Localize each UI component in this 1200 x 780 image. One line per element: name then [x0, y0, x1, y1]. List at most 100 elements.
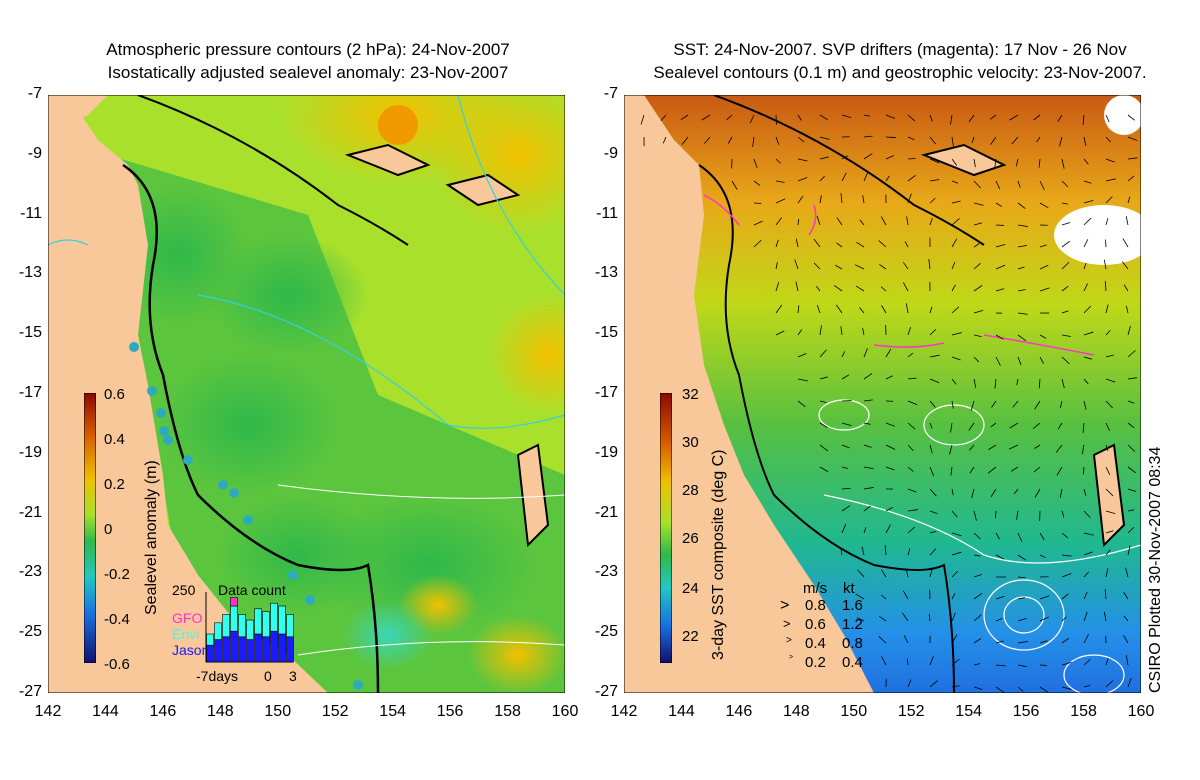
velocity-vector: [1012, 400, 1019, 408]
velocity-vector: [971, 136, 975, 144]
velocity-vector: [731, 180, 738, 190]
speed-kt-value: 0.4: [842, 654, 863, 671]
velocity-vector: [1009, 422, 1019, 429]
velocity-vector: [794, 259, 799, 270]
inset-bar: [214, 622, 222, 640]
velocity-vector: [854, 264, 865, 270]
velocity-vector: [885, 155, 894, 160]
velocity-vector: [1061, 510, 1065, 518]
velocity-vector: [1034, 444, 1041, 449]
velocity-vector: [797, 177, 808, 182]
velocity-vector: [951, 510, 958, 518]
velocity-vector: [907, 327, 911, 336]
velocity-vector: [973, 202, 984, 206]
inset-bar: [286, 614, 294, 638]
left-colorbar: [84, 393, 96, 663]
velocity-vector: [907, 548, 911, 556]
velocity-vector: [995, 180, 1001, 190]
velocity-vector: [905, 303, 909, 314]
velocity-vector: [1061, 356, 1070, 365]
velocity-vector: [1103, 611, 1107, 622]
velocity-vector: [951, 180, 959, 184]
velocity-vector: [1105, 568, 1109, 578]
inset-bar: [262, 611, 270, 638]
velocity-vector: [1011, 136, 1019, 145]
velocity-vector: [885, 422, 895, 427]
velocity-vector: [1034, 488, 1041, 498]
left-cb-tick: -0.4: [104, 611, 130, 628]
velocity-vector: [907, 509, 918, 512]
velocity-vector: [819, 349, 827, 358]
velocity-vector: [797, 218, 800, 226]
velocity-vector: [907, 136, 915, 141]
velocity-vector: [973, 554, 981, 557]
velocity-vector: [819, 444, 829, 452]
velocity-vector: [857, 569, 865, 578]
velocity-vector: [995, 288, 1005, 292]
velocity-vector: [951, 658, 960, 666]
velocity-vector: [1039, 334, 1047, 339]
velocity-vector: [885, 506, 893, 512]
velocity-vector: [929, 217, 933, 226]
velocity-vector: [819, 376, 828, 380]
velocity-vector: [1083, 305, 1092, 314]
y-tick-label: -9: [27, 144, 42, 162]
velocity-vector: [1083, 283, 1088, 292]
velocity-vector: [971, 488, 975, 499]
inset-x-label: -7days: [196, 668, 239, 684]
velocity-vector: [840, 193, 843, 204]
velocity-vector: [1017, 202, 1026, 209]
inset-bar: [238, 614, 246, 638]
velocity-vector: [1105, 158, 1115, 163]
velocity-vector: [1039, 244, 1047, 248]
y-tick-label: -19: [18, 443, 42, 461]
velocity-vector: [1082, 422, 1085, 433]
left-cb-tick: -0.2: [104, 566, 130, 583]
velocity-vector: [951, 332, 962, 336]
velocity-vector: [834, 285, 843, 292]
velocity-vector: [878, 636, 887, 644]
velocity-vector: [973, 686, 983, 690]
velocity-vector: [1105, 178, 1116, 182]
velocity-vector: [1127, 677, 1132, 688]
inset-bar: [230, 630, 238, 663]
velocity-vector: [1010, 466, 1019, 472]
y-tick-label: -9: [603, 144, 618, 162]
velocity-vector: [973, 663, 981, 666]
velocity-vector: [951, 200, 961, 204]
velocity-vector: [973, 180, 981, 189]
velocity-vector: [753, 180, 761, 186]
velocity-vector: [907, 526, 916, 534]
velocity-vector: [907, 422, 916, 430]
velocity-vector: [835, 304, 843, 314]
velocity-vector: [863, 399, 873, 402]
velocity-vector: [1105, 354, 1114, 358]
velocity-vector: [1061, 310, 1069, 314]
x-tick-label: 150: [264, 703, 292, 720]
speed-kt-value: 1.6: [842, 597, 863, 614]
y-tick-label: -11: [596, 204, 618, 222]
velocity-vector: [995, 595, 1005, 600]
velocity-vector: [929, 400, 936, 408]
velocity-vector: [951, 593, 956, 600]
velocity-vector: [660, 114, 667, 122]
velocity-vector: [929, 488, 937, 497]
inset-bar: [270, 630, 278, 663]
velocity-vector: [951, 634, 958, 644]
velocity-vector: [1105, 114, 1110, 123]
y-tick-label: -23: [18, 563, 42, 581]
velocity-vector: [907, 174, 916, 182]
velocity-vector: [861, 546, 865, 556]
velocity-vector: [973, 222, 983, 226]
right-cb-tick: 22: [682, 628, 699, 645]
velocity-vector: [973, 285, 983, 292]
velocity-vector: [841, 466, 849, 469]
velocity-vector: [1123, 592, 1129, 600]
velocity-vector: [907, 400, 918, 406]
velocity-vector: [815, 285, 821, 292]
x-tick-label: 156: [436, 703, 464, 720]
velocity-vector: [1061, 180, 1069, 188]
velocity-vector: [951, 532, 962, 537]
y-tick-label: -21: [594, 503, 618, 521]
velocity-vector: [968, 114, 975, 123]
